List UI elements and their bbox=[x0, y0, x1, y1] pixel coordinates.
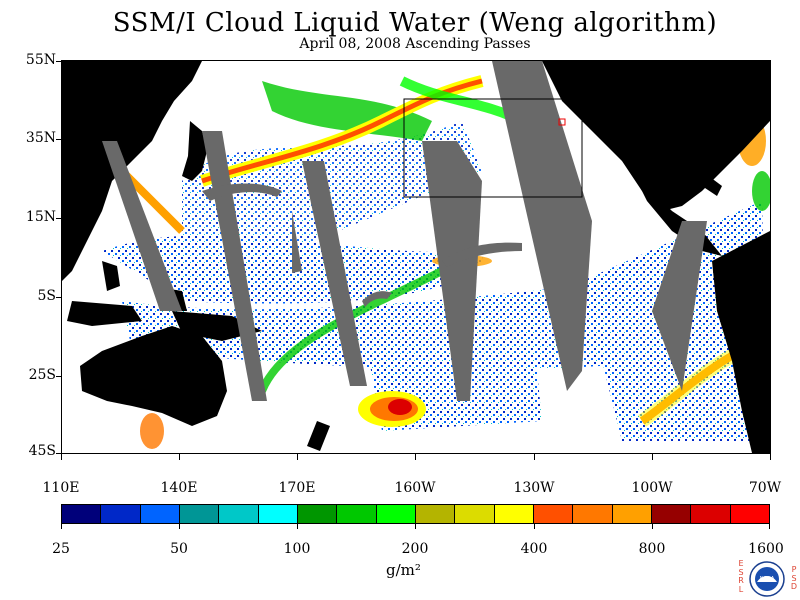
colorbar-swatch-16 bbox=[691, 505, 731, 523]
colorbar-tick bbox=[297, 524, 298, 529]
lon-label-110e: 110E bbox=[42, 480, 80, 496]
colorbar-label-25: 25 bbox=[52, 541, 70, 557]
lat-label-25s: 25S bbox=[28, 367, 56, 383]
colorbar-label-800: 800 bbox=[638, 541, 666, 557]
logo-side-text-left: ESRL bbox=[737, 559, 745, 594]
colorbar-swatch-7 bbox=[337, 505, 377, 523]
region-marker bbox=[558, 118, 566, 126]
lat-label-45s: 45S bbox=[28, 443, 56, 459]
land-masses bbox=[62, 61, 770, 453]
lon-label-70w: 70W bbox=[748, 480, 782, 496]
logo-right-text: PSD bbox=[790, 565, 798, 591]
colorbar-tick bbox=[769, 524, 770, 529]
lat-tick bbox=[56, 453, 61, 454]
region-box bbox=[403, 98, 583, 198]
colorbar-label-50: 50 bbox=[170, 541, 188, 557]
lon-label-130w: 130W bbox=[513, 480, 555, 496]
colorbar-swatch-17 bbox=[730, 505, 769, 523]
lat-tick bbox=[56, 218, 61, 219]
lon-label-160w: 160W bbox=[394, 480, 436, 496]
noaa-logo-text: NOAA bbox=[760, 576, 775, 582]
lon-tick bbox=[652, 454, 653, 460]
colorbar-tick bbox=[61, 524, 62, 529]
lat-tick bbox=[56, 61, 61, 62]
colorbar-units: g/m² bbox=[386, 561, 421, 579]
colorbar-swatch-10 bbox=[455, 505, 495, 523]
colorbar-swatch-9 bbox=[415, 505, 456, 523]
map-subtitle: April 08, 2008 Ascending Passes bbox=[299, 36, 531, 52]
colorbar-tick bbox=[652, 524, 653, 529]
colorbar-tick bbox=[415, 524, 416, 529]
colorbar-label-400: 400 bbox=[520, 541, 548, 557]
colorbar-swatch-3 bbox=[179, 505, 220, 523]
colorbar-swatch-13 bbox=[573, 505, 613, 523]
colorbar-tick bbox=[534, 524, 535, 529]
lon-tick bbox=[534, 454, 535, 460]
colorbar-swatch-2 bbox=[140, 505, 180, 523]
lat-tick bbox=[56, 376, 61, 377]
lon-tick bbox=[415, 454, 416, 460]
lat-label-35n: 35N bbox=[25, 130, 56, 146]
colorbar-swatch-15 bbox=[651, 505, 692, 523]
lat-label-15n: 15N bbox=[25, 209, 56, 225]
colorbar-label-200: 200 bbox=[401, 541, 429, 557]
colorbar-swatch-12 bbox=[533, 505, 574, 523]
lat-label-5s: 5S bbox=[37, 288, 57, 304]
lon-tick bbox=[61, 454, 62, 460]
lon-tick bbox=[770, 454, 771, 460]
map-panel bbox=[61, 60, 771, 454]
colorbar-label-1600: 1600 bbox=[748, 541, 784, 557]
colorbar-swatch-14 bbox=[612, 505, 652, 523]
colorbar-label-100: 100 bbox=[283, 541, 311, 557]
colorbar-tick bbox=[179, 524, 180, 529]
map-title: SSM/I Cloud Liquid Water (Weng algorithm… bbox=[112, 8, 718, 38]
lon-label-170e: 170E bbox=[278, 480, 316, 496]
colorbar bbox=[61, 504, 770, 524]
logo-side-text-right: PSD bbox=[790, 565, 798, 592]
colorbar-swatch-1 bbox=[101, 505, 141, 523]
lon-label-140e: 140E bbox=[160, 480, 198, 496]
lat-tick bbox=[56, 297, 61, 298]
noaa-logo: NOAA bbox=[749, 561, 785, 597]
colorbar-swatch-0 bbox=[62, 505, 102, 523]
colorbar-swatch-6 bbox=[297, 505, 338, 523]
logo-left-text: ESRL bbox=[738, 559, 744, 594]
lon-label-100w: 100W bbox=[631, 480, 673, 496]
missing-swaths bbox=[102, 61, 707, 401]
lat-label-55n: 55N bbox=[25, 52, 56, 68]
colorbar-swatch-11 bbox=[494, 505, 534, 523]
colorbar-swatch-5 bbox=[258, 505, 298, 523]
lon-tick bbox=[179, 454, 180, 460]
lat-tick bbox=[56, 139, 61, 140]
noaa-logo-bird bbox=[757, 576, 777, 582]
lon-tick bbox=[297, 454, 298, 460]
colorbar-swatch-4 bbox=[219, 505, 259, 523]
cloud-water-map bbox=[62, 61, 770, 453]
colorbar-swatch-8 bbox=[376, 505, 416, 523]
